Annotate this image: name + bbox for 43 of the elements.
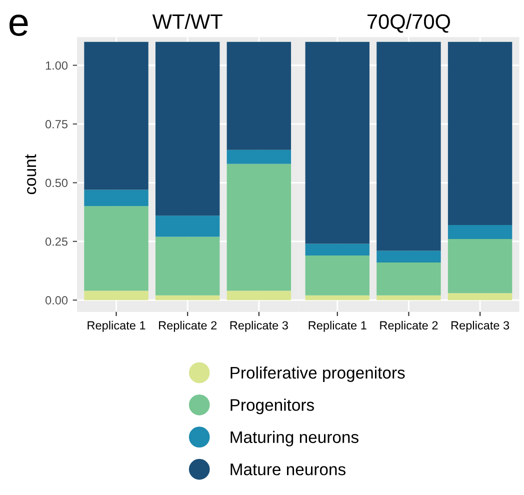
y-tick-label: 0.75 [45,120,68,128]
bar [226,290,292,300]
legend-label: Proliferative progenitors [230,366,405,382]
bar [376,262,441,296]
y-tick-label: 0.00 [45,296,68,305]
bar [226,164,292,291]
legend-label: Progenitors [230,398,314,414]
bar [155,216,220,237]
legend-label: Maturing neurons [230,430,358,446]
y-axis-title: count [25,154,36,194]
bar [155,42,220,216]
bar [448,239,512,294]
legend-label: Mature neurons [230,464,346,476]
bar [305,42,370,244]
chart-title: WT/WT [152,14,222,29]
x-tick-label: Replicate 3 [451,320,510,332]
bar [376,42,441,251]
x-tick-label: Replicate 2 [159,320,217,332]
bar [84,206,148,291]
x-tick-label: Replicate 1 [308,320,366,332]
bar [305,255,370,296]
y-tick-label: 1.00 [46,61,68,70]
bar [376,250,441,263]
bar [84,42,148,190]
x-tick-label: Replicate 1 [88,320,146,332]
bar [226,150,292,164]
bar [305,244,370,256]
text: e [10,14,28,36]
bar [84,190,148,206]
bar [226,42,292,150]
bar [448,42,512,225]
bar [155,295,220,300]
bar [448,293,512,300]
bar [155,236,220,296]
y-tick-label: 0.25 [45,237,68,246]
y-tick-label: 0.50 [45,178,68,188]
bar [448,224,512,240]
bar [376,295,441,300]
x-tick-label: Replicate 2 [380,320,438,332]
chart-title: 70Q/70Q [368,14,450,33]
bar [84,290,148,300]
bar [305,295,370,300]
x-tick-label: Replicate 3 [230,320,288,332]
